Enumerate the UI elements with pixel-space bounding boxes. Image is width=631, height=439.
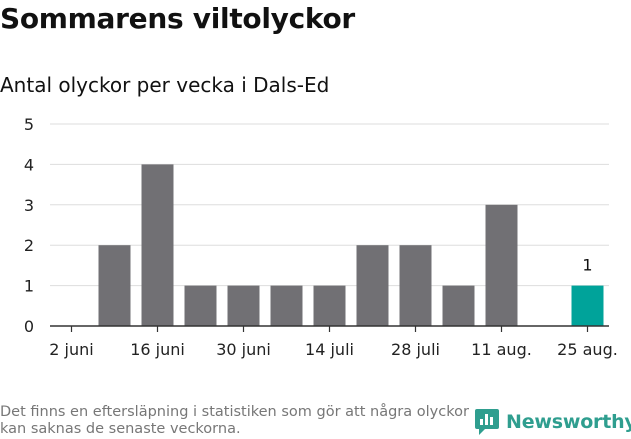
x-tick-label: 14 juli xyxy=(305,340,354,359)
bar-23-juni[interactable] xyxy=(184,285,217,326)
bar-4-aug[interactable] xyxy=(442,285,475,326)
newsworthy-logo-icon xyxy=(475,409,499,435)
x-tick-label: 2 juni xyxy=(49,340,93,359)
y-tick-label: 4 xyxy=(24,155,34,174)
y-tick-label: 5 xyxy=(24,115,34,134)
data-labels: 1 xyxy=(582,256,592,275)
x-tick-label: 28 juli xyxy=(391,340,440,359)
y-tick-label: 3 xyxy=(24,196,34,215)
bar-7-juli[interactable] xyxy=(270,285,303,326)
bars xyxy=(98,164,604,326)
brand-name: Newsworthy xyxy=(506,411,631,433)
data-label: 1 xyxy=(582,256,592,275)
x-tick-label: 30 juni xyxy=(216,340,271,359)
chart-subtitle: Antal olyckor per vecka i Dals-Ed xyxy=(0,73,330,97)
bar-9-juni[interactable] xyxy=(98,245,131,326)
y-axis-ticks: 0 1 2 3 4 5 xyxy=(24,115,34,336)
bar-14-juli[interactable] xyxy=(313,285,346,326)
bar-30-juni[interactable] xyxy=(227,285,260,326)
bar-11-aug[interactable] xyxy=(485,204,518,326)
bar-28-juli[interactable] xyxy=(399,245,432,326)
x-tick-label: 16 juni xyxy=(130,340,185,359)
bar-21-juli[interactable] xyxy=(356,245,389,326)
x-tick-label: 25 aug. xyxy=(557,340,618,359)
x-tick-label: 11 aug. xyxy=(471,340,532,359)
bar-16-juni[interactable] xyxy=(141,164,174,326)
bar-25-aug[interactable] xyxy=(571,285,604,326)
y-tick-label: 2 xyxy=(24,236,34,255)
chart-title: Sommarens viltolyckor xyxy=(0,2,355,35)
y-tick-label: 1 xyxy=(24,277,34,296)
brand-logo[interactable]: Newsworthy xyxy=(474,408,631,436)
x-axis-ticks: 2 juni 16 juni 30 juni 14 juli 28 juli 11 aug… xyxy=(49,325,618,359)
grid-lines xyxy=(50,123,609,287)
bar-chart: 0 1 2 3 4 5 2 juni 16 juni 30 juni 14 juli 28 jul… xyxy=(24,115,618,359)
footnote: Det finns en eftersläpning i statistiken… xyxy=(0,404,469,437)
y-tick-label: 0 xyxy=(24,317,34,336)
